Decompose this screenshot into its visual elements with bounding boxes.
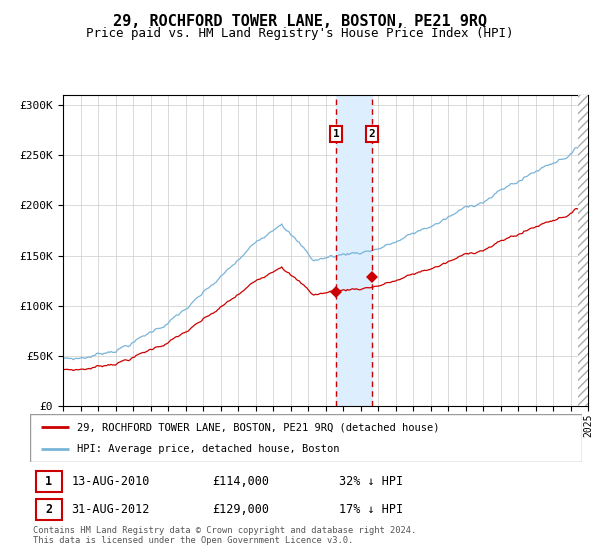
Bar (336, 95, 372, 406)
Bar (35, 499, 62, 520)
Text: 13-AUG-2010: 13-AUG-2010 (71, 475, 150, 488)
Text: HPI: Average price, detached house, Boston: HPI: Average price, detached house, Bost… (77, 444, 340, 454)
Text: 31-AUG-2012: 31-AUG-2012 (71, 503, 150, 516)
Text: This data is licensed under the Open Government Licence v3.0.: This data is licensed under the Open Gov… (33, 536, 353, 545)
Text: £129,000: £129,000 (212, 503, 269, 516)
Text: £114,000: £114,000 (212, 475, 269, 488)
Bar (35, 471, 62, 492)
Text: 17% ↓ HPI: 17% ↓ HPI (339, 503, 403, 516)
Bar (577, 95, 588, 406)
Text: 1: 1 (333, 129, 340, 139)
Text: Contains HM Land Registry data © Crown copyright and database right 2024.: Contains HM Land Registry data © Crown c… (33, 526, 416, 535)
Text: 32% ↓ HPI: 32% ↓ HPI (339, 475, 403, 488)
Text: 2: 2 (45, 503, 52, 516)
Text: 1: 1 (45, 475, 52, 488)
Text: 29, ROCHFORD TOWER LANE, BOSTON, PE21 9RQ: 29, ROCHFORD TOWER LANE, BOSTON, PE21 9R… (113, 14, 487, 29)
Text: 2: 2 (369, 129, 376, 139)
Text: 29, ROCHFORD TOWER LANE, BOSTON, PE21 9RQ (detached house): 29, ROCHFORD TOWER LANE, BOSTON, PE21 9R… (77, 422, 439, 432)
Text: Price paid vs. HM Land Registry's House Price Index (HPI): Price paid vs. HM Land Registry's House … (86, 27, 514, 40)
